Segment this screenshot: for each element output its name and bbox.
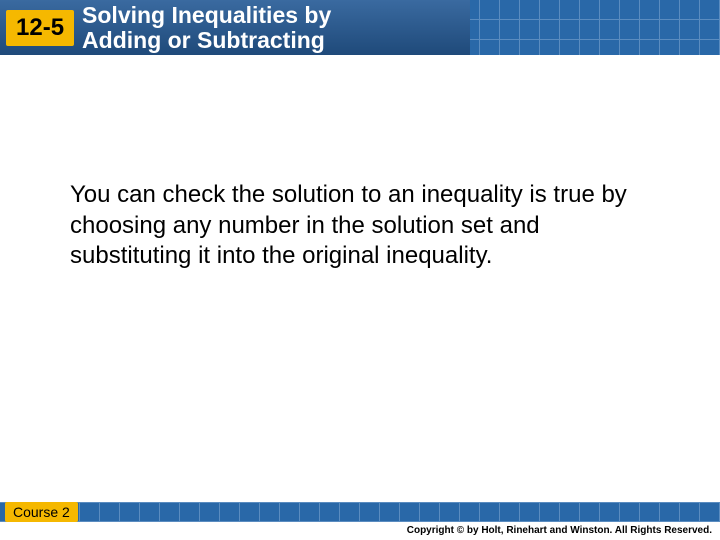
body-text: You can check the solution to an inequal… <box>70 180 650 272</box>
lesson-title-line2: Adding or Subtracting <box>82 27 325 53</box>
course-badge: Course 2 <box>5 502 78 522</box>
footer-grid-background <box>0 502 720 522</box>
header-bar: 12-5 Solving Inequalities by Adding or S… <box>0 0 470 55</box>
lesson-title-line1: Solving Inequalities by <box>82 2 331 28</box>
lesson-title: Solving Inequalities by Adding or Subtra… <box>82 3 331 51</box>
lesson-number-badge: 12-5 <box>6 10 74 46</box>
copyright-text: Copyright © by Holt, Rinehart and Winsto… <box>407 525 712 536</box>
copyright-bar: Copyright © by Holt, Rinehart and Winsto… <box>0 522 720 540</box>
